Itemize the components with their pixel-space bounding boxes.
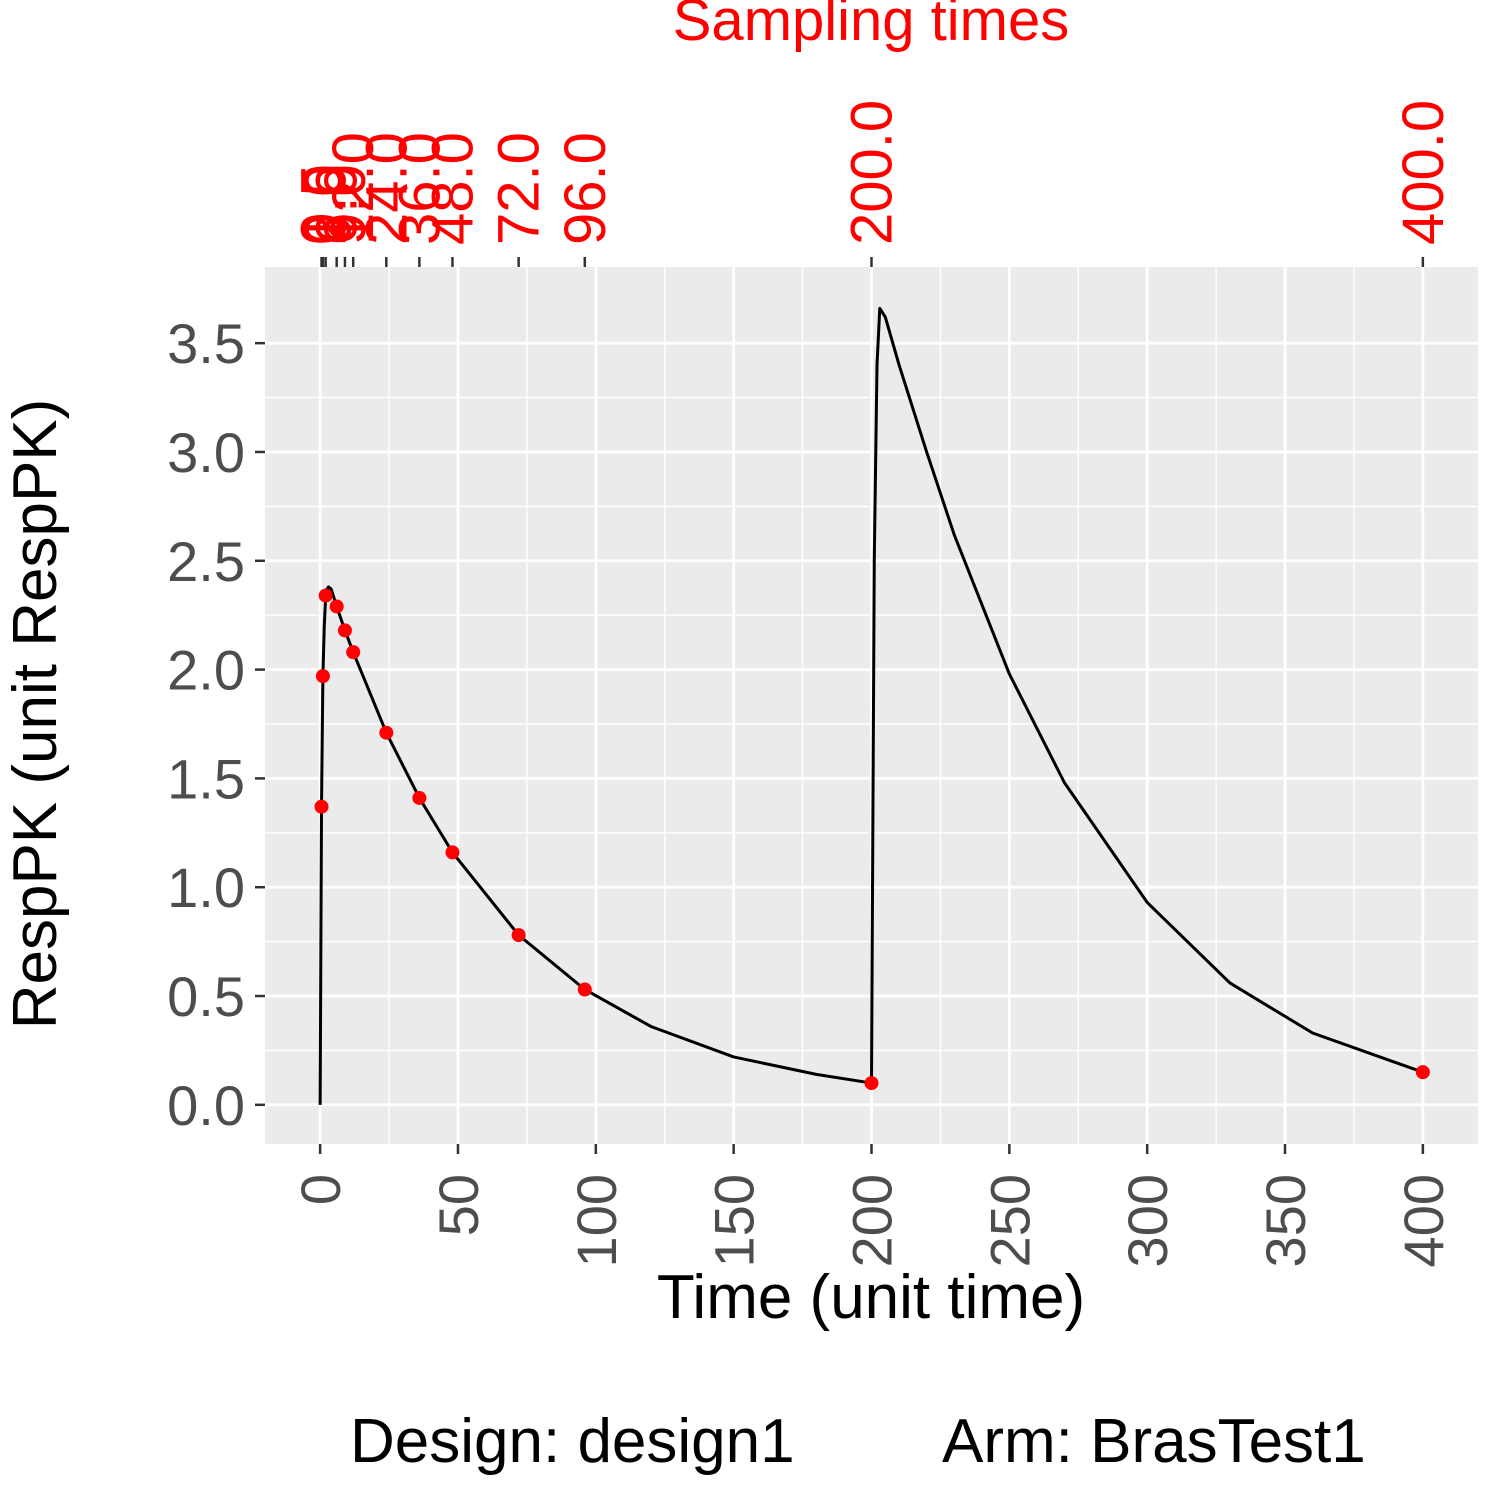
sampling-time-label: 2.0 — [294, 164, 359, 245]
sampling-time-label: 48.0 — [420, 132, 485, 245]
sampling-point — [1415, 1065, 1430, 1080]
sampling-point — [346, 645, 361, 660]
sampling-point — [445, 845, 460, 860]
x-tick-label: 100 — [565, 1174, 628, 1267]
sampling-point — [329, 599, 344, 614]
x-tick-label: 400 — [1392, 1174, 1455, 1267]
x-tick-label: 0 — [289, 1174, 352, 1205]
sampling-point — [577, 982, 592, 997]
y-axis: 0.0 0.5 1.0 1.5 2.0 2.5 3.0 3.5 — [167, 312, 265, 1137]
y-tick-label: 3.0 — [167, 421, 245, 484]
x-tick-label: 300 — [1116, 1174, 1179, 1267]
y-tick-label: 0.0 — [167, 1074, 245, 1137]
x-axis: 0 50 100 150 200 250 300 350 400 — [289, 1144, 1455, 1267]
x-tick-label: 150 — [703, 1174, 766, 1267]
sampling-point — [315, 669, 330, 684]
sampling-point — [318, 588, 333, 603]
top-axis-title: Sampling times — [673, 0, 1069, 53]
x-tick-label: 200 — [841, 1174, 904, 1267]
x-tick-label: 350 — [1254, 1174, 1317, 1267]
y-tick-label: 2.5 — [167, 530, 245, 593]
sampling-time-label: 9.0 — [313, 164, 378, 245]
sampling-time-label: 1.0 — [291, 164, 356, 245]
points-layer — [314, 588, 1430, 1091]
sampling-time-label: 12.0 — [321, 132, 386, 245]
y-tick-label: 1.0 — [167, 856, 245, 919]
sampling-point — [864, 1076, 879, 1091]
top-axis-sampling-times: 0.51.02.06.09.012.024.036.048.0 72.0 96.0 2… — [290, 100, 1456, 267]
sampling-time-label: 72.0 — [487, 132, 552, 245]
sampling-point — [511, 928, 526, 943]
sampling-point — [412, 790, 427, 805]
design-caption: Design: design1 — [350, 1407, 795, 1476]
y-axis-title: RespPK (unit RespPK) — [1, 399, 70, 1030]
sampling-point — [314, 799, 329, 814]
y-tick-label: 3.5 — [167, 312, 245, 375]
curve-layer — [318, 306, 1424, 1105]
sampling-time-label: 0.5 — [290, 164, 355, 245]
sampling-point — [379, 725, 394, 740]
x-tick-label: 250 — [978, 1174, 1041, 1267]
y-tick-label: 2.0 — [167, 639, 245, 702]
sampling-time-label: 96.0 — [553, 132, 618, 245]
x-axis-title: Time (unit time) — [657, 1263, 1085, 1332]
sampling-time-label: 36.0 — [387, 132, 452, 245]
sampling-time-label: 24.0 — [354, 132, 419, 245]
x-tick-label: 50 — [427, 1174, 490, 1236]
model-curve — [318, 306, 1424, 1105]
sampling-time-label: 200.0 — [840, 100, 905, 245]
sampling-time-label: 400.0 — [1391, 100, 1456, 245]
y-tick-label: 0.5 — [167, 965, 245, 1028]
arm-caption: Arm: BrasTest1 — [942, 1407, 1366, 1476]
sampling-point — [337, 623, 352, 638]
sampling-time-label: 6.0 — [305, 164, 370, 245]
y-tick-label: 1.5 — [167, 747, 245, 810]
